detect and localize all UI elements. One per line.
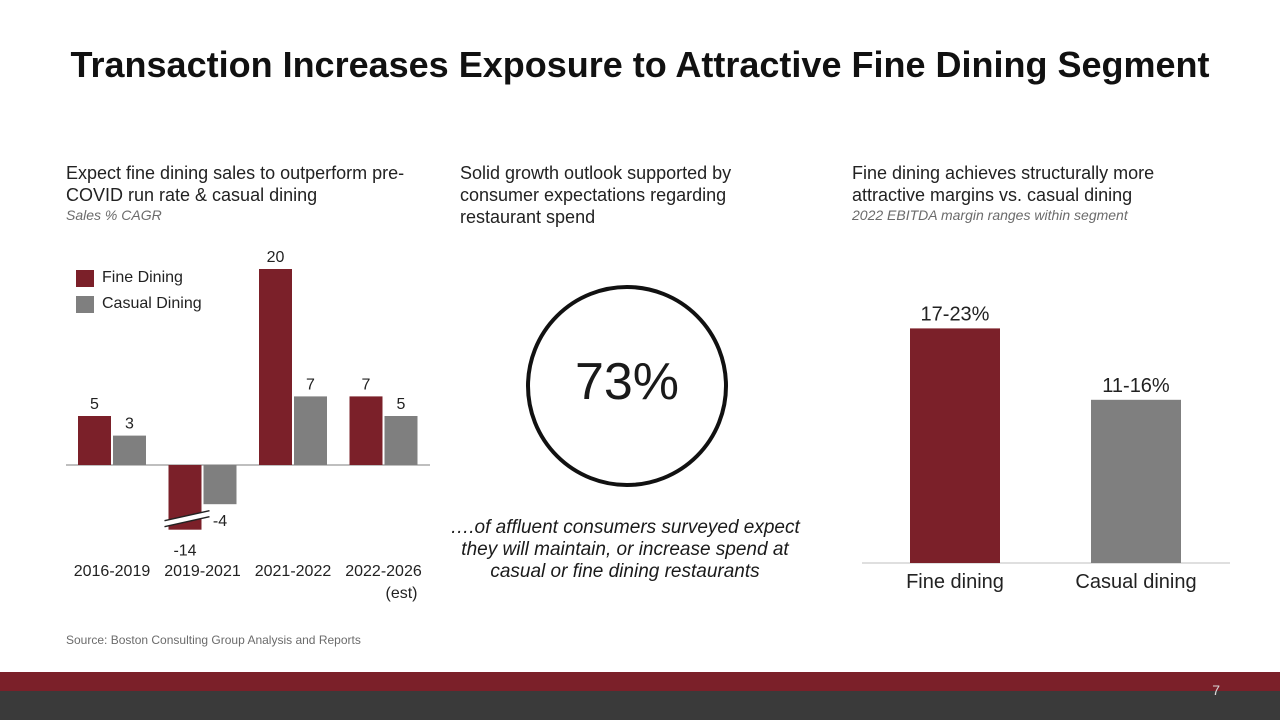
right-heading-text: Fine dining achieves structurally more a… <box>852 163 1155 205</box>
cagr-data-label: 5 <box>90 396 99 413</box>
cagr-bar-casual <box>294 396 327 465</box>
middle-heading: Solid growth outlook supported by consum… <box>460 162 800 228</box>
margin-bar-fine <box>910 328 1000 563</box>
cagr-category-label: 2016-2019 <box>74 563 151 580</box>
middle-heading-text: Solid growth outlook supported by consum… <box>460 163 732 227</box>
stat-circle <box>526 285 728 487</box>
axis-break-gap <box>163 510 211 527</box>
cagr-category-label: 2022-2026 <box>345 563 422 580</box>
cagr-bar-casual <box>203 465 237 505</box>
legend-label-fine: Fine Dining <box>102 269 183 286</box>
stat-value: 73% <box>574 353 680 411</box>
cagr-data-label: 7 <box>306 376 315 393</box>
margin-category-label: Casual dining <box>1075 571 1196 593</box>
page-number: 7 <box>1212 682 1220 698</box>
margin-category-label: Fine dining <box>906 571 1004 593</box>
legend-swatch-fine <box>76 269 94 287</box>
legend-item-fine: Fine Dining <box>76 265 202 291</box>
legend-swatch-casual <box>76 295 94 313</box>
cagr-data-label: 3 <box>125 416 134 433</box>
cagr-bar-fine <box>349 396 383 465</box>
cagr-data-label: 20 <box>267 249 285 266</box>
stat-caption: ….of affluent consumers surveyed expect … <box>450 517 800 582</box>
right-subheading: 2022 EBITDA margin ranges within segment <box>852 207 1128 223</box>
cagr-category-label: 2019-2021 <box>164 563 241 580</box>
margin-bar-casual <box>1091 399 1181 563</box>
slide-title: Transaction Increases Exposure to Attrac… <box>70 44 1210 85</box>
left-subheading: Sales % CAGR <box>66 207 162 223</box>
margin-data-label: 11-16% <box>1102 375 1170 397</box>
legend-item-casual: Casual Dining <box>76 291 202 317</box>
cagr-legend: Fine Dining Casual Dining <box>76 265 202 317</box>
footer-band-red <box>0 672 1280 691</box>
cagr-bar-casual <box>113 435 146 465</box>
left-heading: Expect fine dining sales to outperform p… <box>66 162 426 224</box>
left-heading-text: Expect fine dining sales to outperform p… <box>66 163 405 205</box>
cagr-category-label-line2: (est) <box>386 585 418 602</box>
cagr-category-label: 2021-2022 <box>255 563 332 580</box>
cagr-data-label: 5 <box>397 396 406 413</box>
axis-break-line <box>164 515 210 528</box>
margin-data-label: 17-23% <box>921 303 990 325</box>
axis-break-line <box>164 509 210 522</box>
cagr-data-label: -4 <box>213 513 227 530</box>
cagr-bar-fine <box>78 416 111 465</box>
cagr-bar-casual <box>384 416 418 465</box>
source-note: Source: Boston Consulting Group Analysis… <box>66 633 361 647</box>
right-heading: Fine dining achieves structurally more a… <box>852 162 1212 224</box>
legend-label-casual: Casual Dining <box>102 295 202 312</box>
cagr-data-label: 7 <box>362 376 371 393</box>
cagr-data-label: -14 <box>173 543 196 560</box>
cagr-bar-fine <box>259 269 292 465</box>
footer-band-dark <box>0 691 1280 720</box>
